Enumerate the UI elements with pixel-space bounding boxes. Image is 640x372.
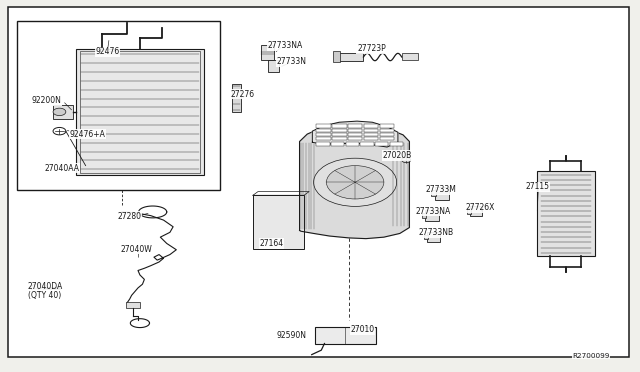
Bar [380, 133, 394, 136]
Bar [316, 141, 330, 145]
Bar [232, 84, 241, 112]
Circle shape [53, 108, 66, 116]
Bar [360, 141, 374, 145]
Bar [332, 125, 347, 128]
Bar [332, 133, 347, 136]
Bar [348, 137, 362, 140]
Polygon shape [300, 124, 410, 238]
Bar [315, 327, 376, 343]
Bar [431, 190, 436, 196]
Bar [402, 53, 418, 60]
Bar [331, 141, 344, 145]
Text: (QTY 40): (QTY 40) [28, 291, 61, 300]
Text: 27115: 27115 [525, 182, 550, 191]
Text: 27040DA: 27040DA [28, 282, 63, 291]
Bar [80, 51, 200, 173]
Bar [364, 137, 378, 140]
Bar [364, 133, 378, 136]
Bar [76, 49, 204, 175]
Bar [424, 235, 428, 239]
Bar [435, 187, 449, 200]
Text: 27733M: 27733M [426, 185, 456, 194]
Bar [53, 105, 74, 119]
Text: 27020B: 27020B [383, 151, 412, 160]
Bar [316, 125, 331, 128]
Polygon shape [312, 121, 398, 147]
Bar [332, 129, 347, 132]
Text: 27733NA: 27733NA [416, 207, 451, 216]
Text: 27276: 27276 [230, 90, 255, 99]
Circle shape [326, 166, 384, 199]
Bar [390, 141, 403, 145]
Text: 27164: 27164 [259, 239, 284, 248]
Text: 27733NA: 27733NA [268, 41, 303, 51]
Text: 27726X: 27726X [466, 203, 495, 212]
Text: 27040W: 27040W [121, 244, 152, 253]
Bar [316, 129, 331, 132]
Text: 27733N: 27733N [276, 57, 307, 66]
Bar [364, 125, 378, 128]
Bar [253, 195, 304, 249]
Text: 27040AA: 27040AA [44, 164, 79, 173]
Text: 92476+A: 92476+A [70, 129, 106, 139]
Bar [380, 125, 394, 128]
Bar [422, 213, 426, 218]
Text: R2700099: R2700099 [572, 353, 610, 359]
Text: 92476: 92476 [95, 47, 120, 56]
Bar [348, 133, 362, 136]
Bar [346, 141, 359, 145]
Bar [333, 51, 340, 62]
Text: 27733NB: 27733NB [419, 228, 454, 237]
Bar [380, 129, 394, 132]
Circle shape [402, 157, 411, 163]
Bar [316, 137, 331, 140]
Polygon shape [30, 284, 45, 292]
Bar [364, 129, 378, 132]
Bar [332, 137, 347, 140]
Bar [537, 171, 595, 256]
Bar [268, 60, 279, 72]
Circle shape [53, 128, 66, 135]
Text: 27280: 27280 [118, 212, 141, 221]
Text: 92200N: 92200N [31, 96, 61, 105]
Bar [348, 125, 362, 128]
Bar [339, 52, 364, 61]
Circle shape [314, 158, 397, 206]
Bar [380, 137, 394, 140]
Bar [470, 206, 481, 217]
Bar [261, 45, 274, 60]
Bar [316, 133, 331, 136]
Text: 27010: 27010 [351, 325, 375, 334]
Bar [428, 232, 440, 241]
Bar [467, 208, 470, 214]
Text: 92590N: 92590N [276, 331, 307, 340]
Bar [348, 129, 362, 132]
Bar [126, 302, 140, 308]
Bar [375, 141, 388, 145]
Bar [17, 21, 220, 190]
Bar [426, 210, 440, 221]
Text: 27723P: 27723P [357, 44, 386, 53]
